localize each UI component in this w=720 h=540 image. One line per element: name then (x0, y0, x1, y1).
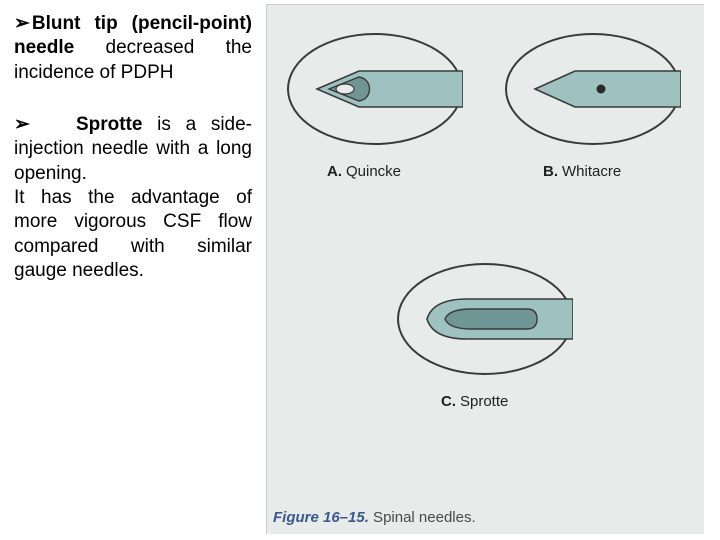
bullet-block-1: ➢Blunt tip (pencil-point) needle decreas… (14, 12, 252, 85)
block2-rest2: It has the advantage of more vigorous CS… (14, 186, 252, 283)
quincke-needle-icon (287, 33, 463, 145)
label-b-text: Whitacre (562, 163, 621, 180)
figure-panel: A.Quincke B.Whitacre (266, 4, 704, 534)
caption-rest: Spinal needles. (369, 509, 476, 526)
whitacre-needle-icon (505, 33, 681, 145)
caption-bold: Figure 16–15. (273, 509, 369, 526)
bullet-icon: ➢ (14, 13, 30, 34)
block2-bold: Sprotte (76, 114, 143, 135)
label-c-text: Sprotte (460, 393, 508, 410)
figure-column: A.Quincke B.Whitacre (262, 0, 720, 540)
label-c: C.Sprotte (441, 393, 508, 410)
label-c-bold: C. (441, 393, 456, 410)
label-a-bold: A. (327, 163, 342, 180)
label-b: B.Whitacre (543, 163, 621, 180)
bullet-icon: ➢ (14, 114, 30, 135)
figure-caption: Figure 16–15. Spinal needles. (273, 509, 476, 526)
label-a-text: Quincke (346, 163, 401, 180)
bullet-block-2: ➢ Sprotte is a side-injection needle wit… (14, 113, 252, 283)
sprotte-needle-icon (397, 263, 573, 375)
label-b-bold: B. (543, 163, 558, 180)
text-column: ➢Blunt tip (pencil-point) needle decreas… (0, 0, 262, 540)
label-a: A.Quincke (327, 163, 401, 180)
